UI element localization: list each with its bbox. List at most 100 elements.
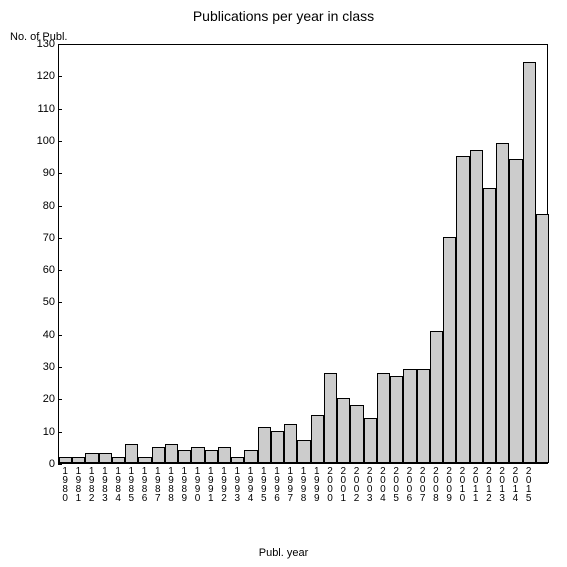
y-tick-mark	[58, 432, 62, 433]
x-tick-label: 2007	[417, 466, 427, 502]
bar	[271, 431, 284, 463]
bar	[417, 369, 430, 463]
x-tick-label: 1998	[298, 466, 308, 502]
bar	[72, 457, 85, 463]
bar	[244, 450, 257, 463]
bar	[311, 415, 324, 463]
y-tick-mark	[58, 141, 62, 142]
x-tick-label: 1991	[205, 466, 215, 502]
bar	[152, 447, 165, 463]
y-tick-mark	[58, 173, 62, 174]
x-tick-label: 1996	[272, 466, 282, 502]
bar	[430, 331, 443, 463]
y-tick-label: 30	[15, 361, 55, 373]
x-tick-label: 1982	[86, 466, 96, 502]
bar	[456, 156, 469, 463]
plot-area	[58, 44, 548, 464]
bar	[470, 150, 483, 463]
y-tick-mark	[58, 399, 62, 400]
bar	[324, 373, 337, 463]
x-tick-label: 2006	[404, 466, 414, 502]
y-tick-mark	[58, 238, 62, 239]
bar	[496, 143, 509, 463]
bar	[59, 457, 72, 463]
bar	[205, 450, 218, 463]
y-tick-label: 80	[15, 200, 55, 212]
x-tick-label: 2002	[351, 466, 361, 502]
bar	[85, 453, 98, 463]
x-tick-label: 2014	[510, 466, 520, 502]
x-tick-label: 1994	[245, 466, 255, 502]
y-tick-mark	[58, 367, 62, 368]
x-tick-label: 1989	[179, 466, 189, 502]
bar	[191, 447, 204, 463]
bar-group	[59, 45, 547, 463]
bar	[297, 440, 310, 463]
y-tick-label: 40	[15, 329, 55, 341]
y-tick-label: 20	[15, 393, 55, 405]
y-tick-label: 70	[15, 232, 55, 244]
y-tick-label: 100	[15, 135, 55, 147]
y-tick-label: 50	[15, 296, 55, 308]
x-tick-label: 2008	[430, 466, 440, 502]
bar	[364, 418, 377, 463]
bar	[483, 188, 496, 463]
x-tick-label: 2004	[377, 466, 387, 502]
y-tick-label: 130	[15, 38, 55, 50]
bar	[350, 405, 363, 463]
x-tick-label: 1988	[166, 466, 176, 502]
bar	[178, 450, 191, 463]
bar	[284, 424, 297, 463]
bar	[165, 444, 178, 463]
x-tick-label: 2009	[444, 466, 454, 502]
y-tick-label: 90	[15, 167, 55, 179]
x-tick-label: 1992	[219, 466, 229, 502]
bar	[390, 376, 403, 463]
x-tick-label: 1986	[139, 466, 149, 502]
y-tick-mark	[58, 76, 62, 77]
x-tick-label: 2015	[523, 466, 533, 502]
chart-container: Publications per year in class No. of Pu…	[0, 0, 567, 567]
bar	[99, 453, 112, 463]
x-tick-label: 1997	[285, 466, 295, 502]
y-tick-mark	[58, 270, 62, 271]
bar	[218, 447, 231, 463]
x-tick-label: 2013	[497, 466, 507, 502]
x-tick-label: 2012	[483, 466, 493, 502]
x-tick-label: 2005	[391, 466, 401, 502]
y-tick-mark	[58, 335, 62, 336]
x-tick-label: 1990	[192, 466, 202, 502]
bar	[125, 444, 138, 463]
bar	[138, 457, 151, 463]
x-tick-label: 1981	[73, 466, 83, 502]
x-tick-label: 1995	[258, 466, 268, 502]
y-tick-label: 110	[15, 103, 55, 115]
bar	[523, 62, 536, 463]
x-axis-label: Publ. year	[0, 547, 567, 559]
y-tick-mark	[58, 302, 62, 303]
bar	[337, 398, 350, 463]
bar	[258, 427, 271, 463]
y-tick-mark	[58, 206, 62, 207]
y-tick-label: 10	[15, 426, 55, 438]
x-tick-label: 2010	[457, 466, 467, 502]
y-tick-mark	[58, 44, 62, 45]
x-tick-label: 2001	[338, 466, 348, 502]
x-tick-label: 1993	[232, 466, 242, 502]
x-tick-label: 1999	[311, 466, 321, 502]
x-tick-label: 2011	[470, 466, 480, 502]
x-tick-label: 1987	[152, 466, 162, 502]
bar	[112, 457, 125, 463]
x-tick-label: 2003	[364, 466, 374, 502]
bar	[231, 457, 244, 463]
x-tick-label: 1984	[113, 466, 123, 502]
x-tick-label: 2000	[324, 466, 334, 502]
bar	[509, 159, 522, 463]
y-tick-mark	[58, 109, 62, 110]
x-tick-label: 1983	[99, 466, 109, 502]
bar	[443, 237, 456, 463]
chart-title: Publications per year in class	[0, 8, 567, 24]
x-tick-label: 1980	[60, 466, 70, 502]
y-tick-mark	[58, 464, 62, 465]
y-tick-label: 0	[15, 458, 55, 470]
